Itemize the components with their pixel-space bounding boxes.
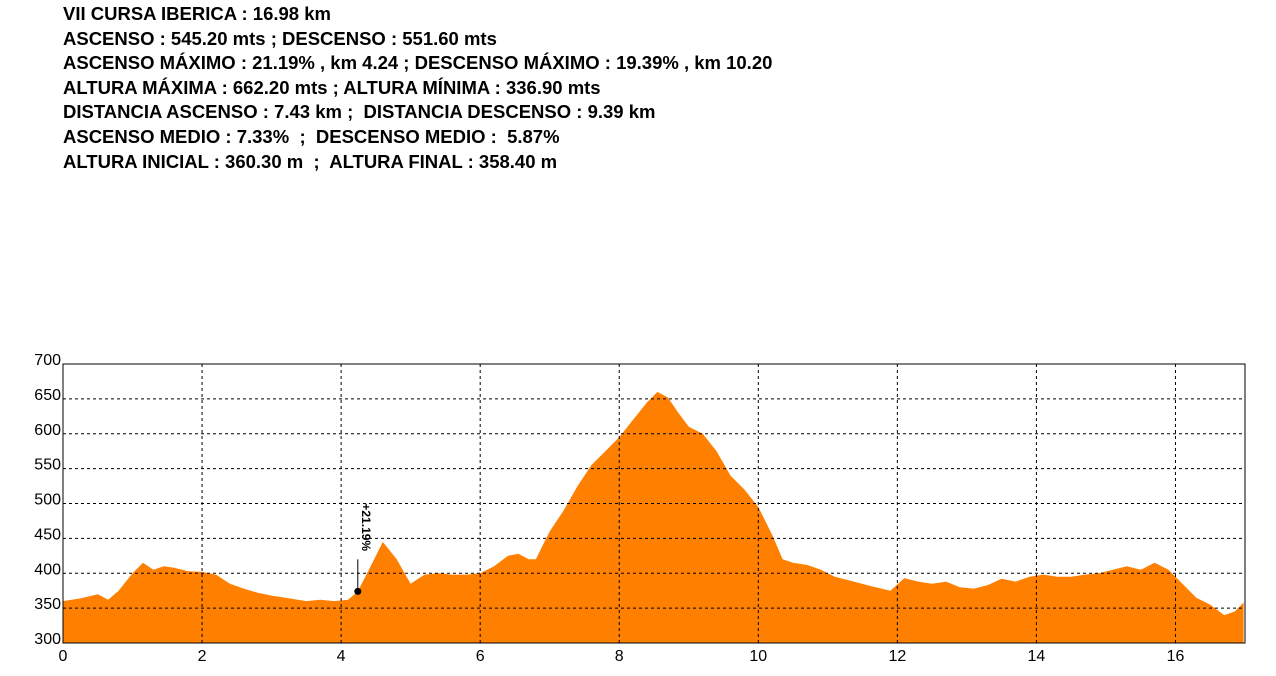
x-tick-label: 0 bbox=[59, 648, 68, 665]
stats-line: ASCENSO MEDIO : 7.33% ; DESCENSO MEDIO :… bbox=[63, 125, 560, 147]
x-tick-label: 16 bbox=[1167, 648, 1185, 665]
x-tick-label: 14 bbox=[1028, 648, 1046, 665]
x-tick-label: 4 bbox=[337, 648, 346, 665]
stats-line: VII CURSA IBERICA : 16.98 km bbox=[63, 3, 331, 24]
profile-stats: VII CURSA IBERICA : 16.98 km ASCENSO : 5… bbox=[63, 2, 772, 174]
y-tick-label: 500 bbox=[34, 492, 61, 509]
x-tick-label: 12 bbox=[888, 648, 906, 665]
x-tick-label: 10 bbox=[749, 648, 767, 665]
x-tick-label: 8 bbox=[615, 648, 624, 665]
x-tick-label: 2 bbox=[198, 648, 207, 665]
y-tick-label: 450 bbox=[34, 526, 61, 543]
stats-line: ALTURA INICIAL : 360.30 m ; ALTURA FINAL… bbox=[63, 150, 558, 172]
plot-frame bbox=[62, 363, 1246, 644]
stats-line: DISTANCIA ASCENSO : 7.43 km ; DISTANCIA … bbox=[63, 101, 656, 123]
elevation-area bbox=[63, 391, 1244, 643]
y-tick-label: 300 bbox=[34, 631, 61, 648]
y-tick-label: 600 bbox=[34, 422, 61, 439]
stats-line: ASCENSO MÁXIMO : 21.19% , km 4.24 ; DESC… bbox=[63, 52, 773, 74]
annotation-marker bbox=[354, 587, 362, 595]
y-tick-label: 700 bbox=[34, 352, 61, 369]
y-tick-label: 400 bbox=[34, 561, 61, 578]
y-tick-label: 650 bbox=[34, 387, 61, 404]
stats-line: ASCENSO : 545.20 mts ; DESCENSO : 551.60… bbox=[63, 27, 497, 49]
y-tick-label: 550 bbox=[34, 457, 61, 474]
x-tick-label: 6 bbox=[476, 648, 485, 665]
annotation-label: +21.19% bbox=[359, 503, 373, 551]
y-tick-label: 350 bbox=[34, 596, 61, 613]
stats-line: ALTURA MÁXIMA : 662.20 mts ; ALTURA MÍNI… bbox=[63, 76, 601, 98]
